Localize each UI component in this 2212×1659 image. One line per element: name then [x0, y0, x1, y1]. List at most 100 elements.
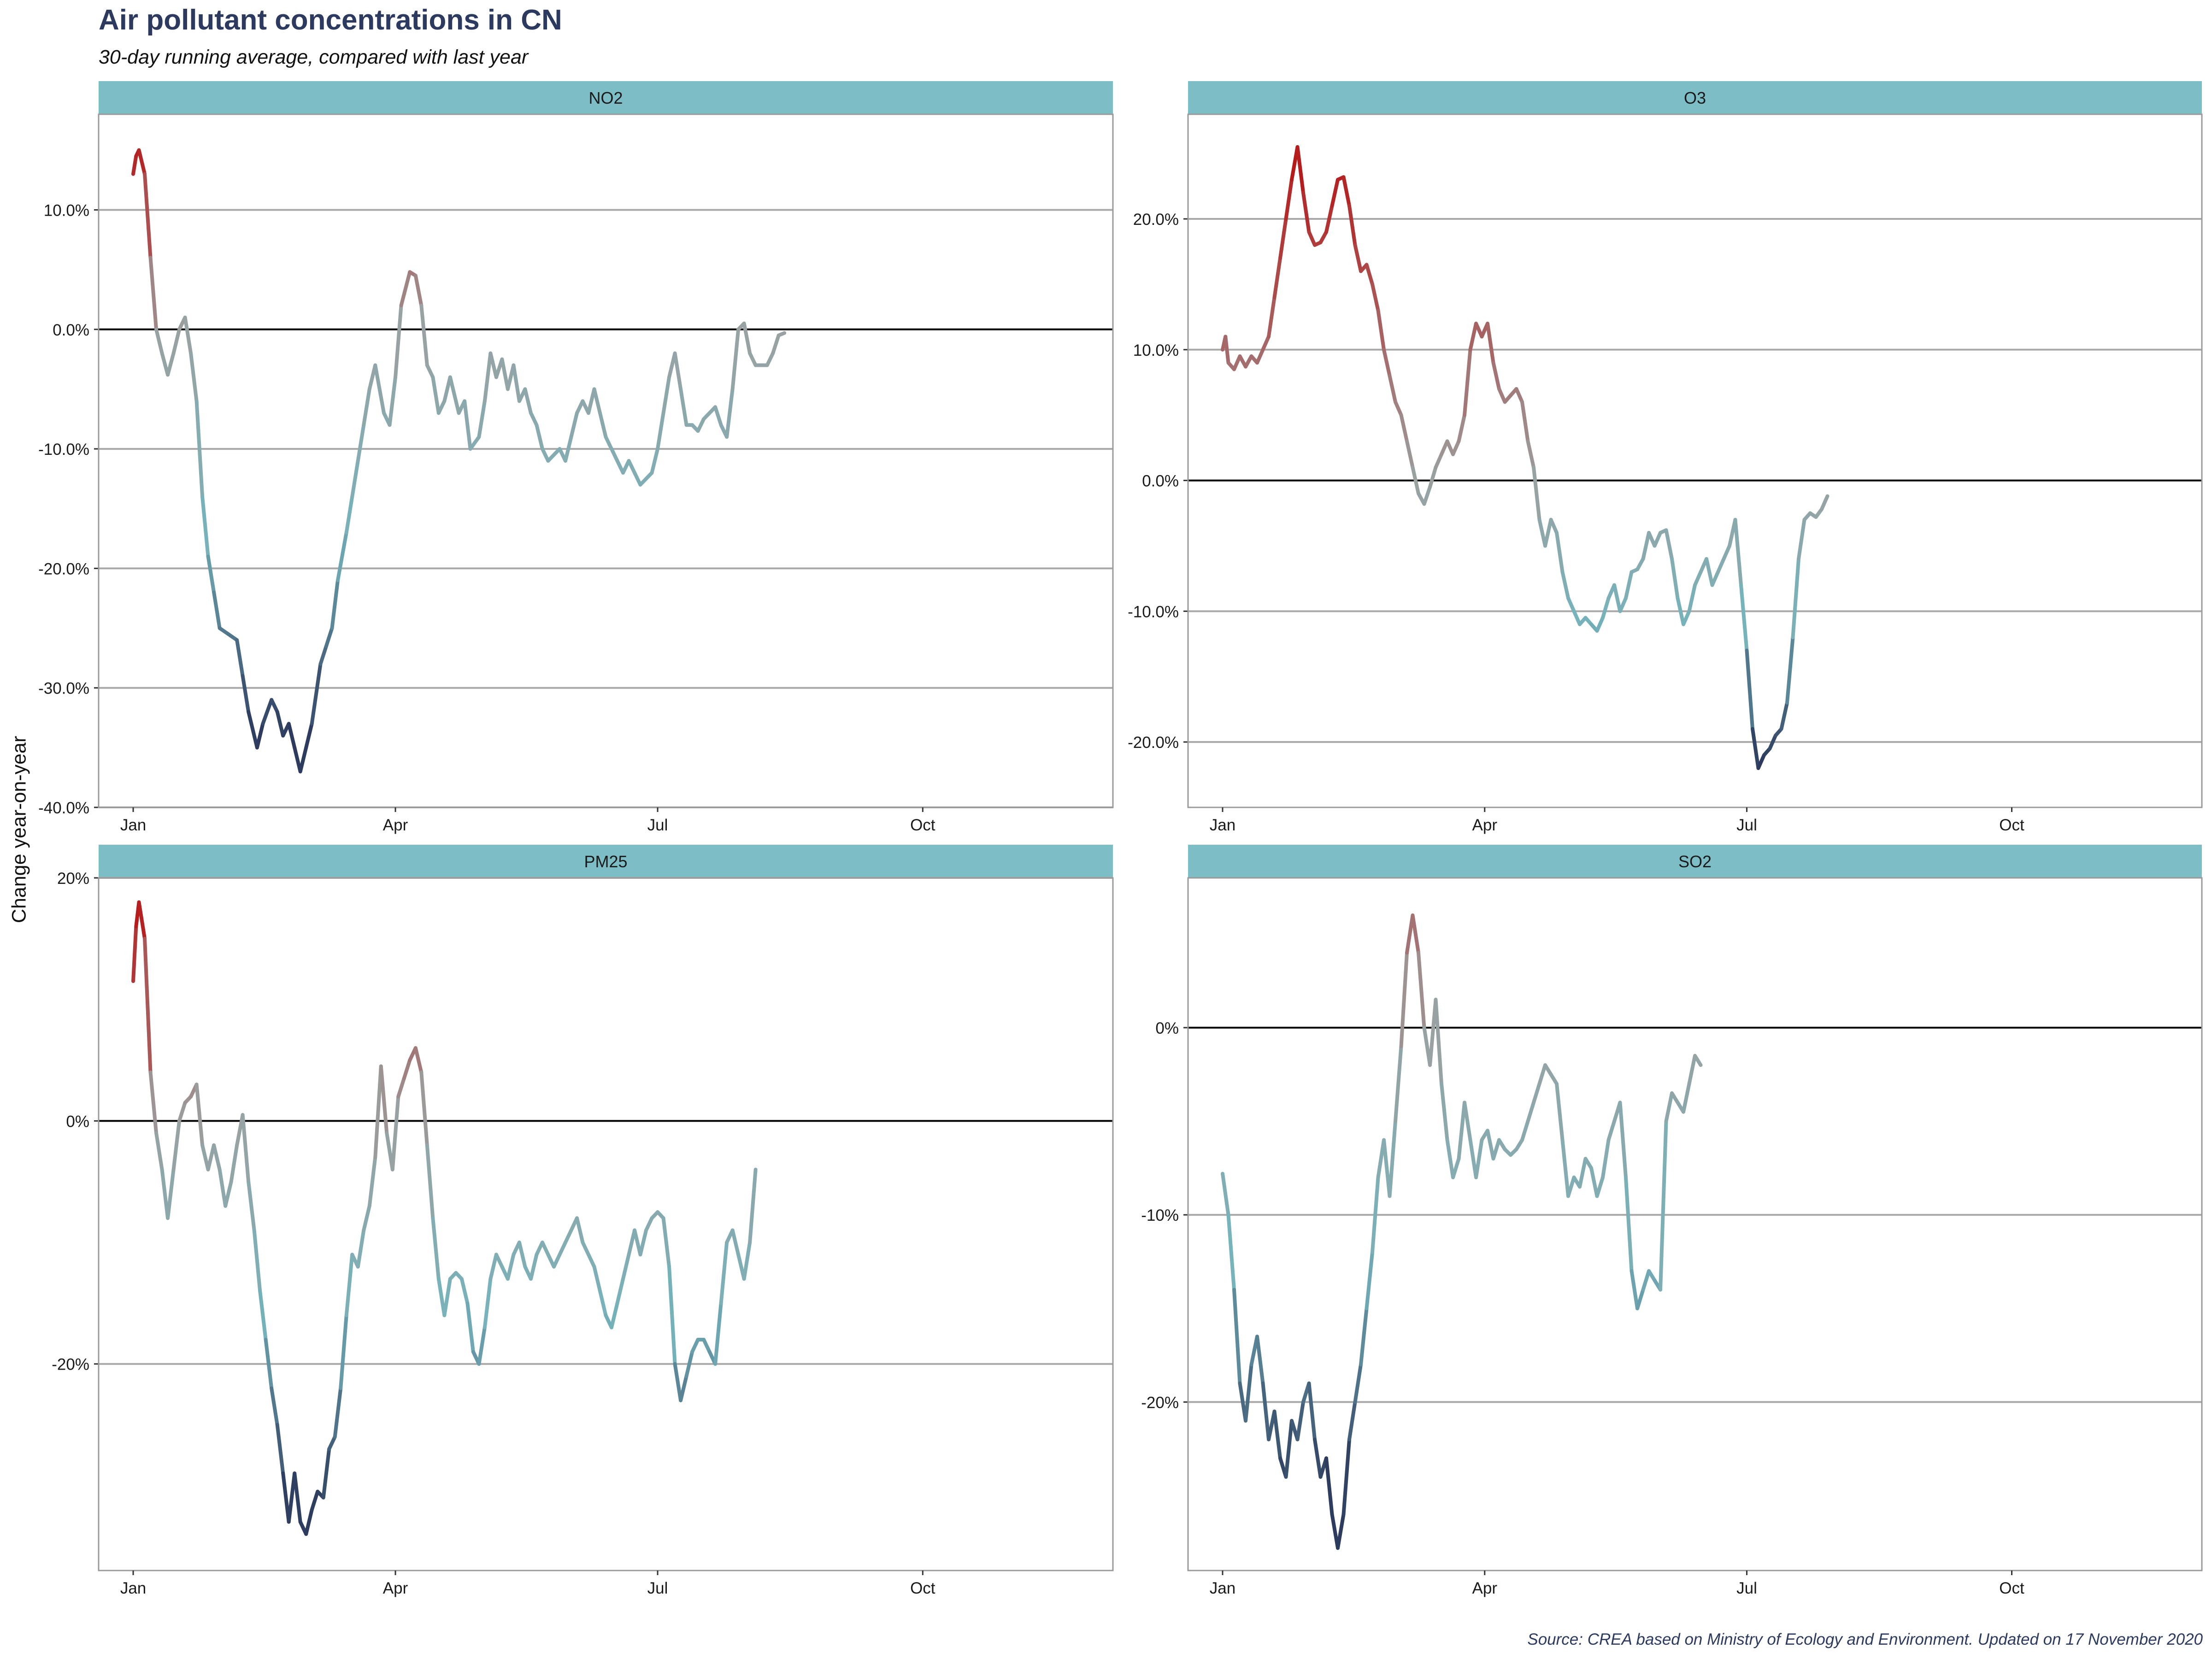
- line-segment: [529, 411, 539, 427]
- line-segment: [1394, 400, 1403, 417]
- line-segment: [540, 1241, 550, 1257]
- x-tick-label: Apr: [383, 816, 408, 834]
- line-segment: [1359, 1306, 1369, 1367]
- y-tick-label: -20.0%: [38, 560, 89, 578]
- line-segment: [344, 494, 354, 535]
- facet-label: SO2: [1678, 852, 1712, 871]
- line-segment: [212, 1143, 222, 1171]
- line-segment: [247, 710, 259, 750]
- line-segment: [713, 405, 723, 427]
- source-caption: Source: CREA based on Ministry of Ecolog…: [1527, 1630, 2203, 1648]
- line-segment: [1566, 1175, 1576, 1198]
- x-tick-label: Jan: [1210, 1579, 1235, 1597]
- line-segment: [1434, 452, 1443, 470]
- line-segment: [488, 351, 498, 379]
- line-segment: [610, 447, 619, 463]
- line-segment: [436, 1277, 447, 1318]
- line-segment: [1405, 913, 1415, 955]
- line-segment: [1295, 1400, 1305, 1441]
- line-segment: [482, 351, 493, 403]
- line-segment: [1457, 1100, 1466, 1161]
- line-segment: [1388, 1119, 1397, 1198]
- line-segment: [1336, 1512, 1346, 1550]
- line-segment: [212, 590, 222, 630]
- line-segment: [535, 423, 544, 451]
- line-segment: [1341, 1437, 1351, 1517]
- line-segment: [1606, 1119, 1616, 1142]
- line-segment: [1382, 347, 1392, 378]
- line-segment: [1687, 1053, 1697, 1086]
- line-segment: [1624, 1175, 1634, 1273]
- line-segment: [1589, 1166, 1599, 1198]
- line-segment: [356, 423, 366, 463]
- line-segment: [477, 1325, 487, 1366]
- line-segment: [1244, 1363, 1253, 1423]
- line-segment: [1353, 1363, 1363, 1404]
- line-segment: [1601, 1138, 1611, 1179]
- line-segment: [1267, 295, 1277, 339]
- line-segment: [362, 1204, 371, 1232]
- line-segment: [465, 1301, 475, 1354]
- line-segment: [442, 375, 452, 403]
- line-segment: [261, 698, 274, 726]
- line-segment: [1618, 596, 1628, 613]
- line-segment: [563, 1228, 573, 1245]
- line-segment: [304, 1508, 314, 1536]
- x-tick-label: Jul: [1736, 816, 1757, 834]
- line-segment: [1705, 557, 1714, 587]
- facet-strip: [1188, 81, 2202, 114]
- line-segment: [339, 1313, 348, 1390]
- facet-strip: [1188, 845, 2202, 878]
- line-segment: [270, 698, 279, 714]
- y-tick-label: -10%: [1141, 1206, 1179, 1224]
- line-segment: [171, 327, 182, 355]
- line-segment: [388, 375, 398, 427]
- line-segment: [448, 375, 461, 415]
- line-segment: [137, 900, 147, 941]
- line-segment: [1641, 531, 1651, 561]
- line-segment: [1474, 1138, 1484, 1179]
- line-segment: [644, 1216, 654, 1232]
- line-segment: [1307, 230, 1317, 247]
- line-segment: [1405, 439, 1415, 470]
- line-segment: [200, 1143, 210, 1171]
- line-segment: [229, 1143, 239, 1184]
- line-segment: [552, 1253, 562, 1269]
- line-segment: [1440, 1082, 1449, 1142]
- line-segment: [333, 1386, 343, 1439]
- y-tick-label: 0.0%: [53, 321, 89, 339]
- x-tick-label: Oct: [1999, 816, 2024, 834]
- y-tick-label: -10.0%: [1128, 603, 1179, 621]
- line-segment: [468, 435, 481, 451]
- line-segment: [777, 331, 787, 337]
- line-segment: [1549, 518, 1559, 535]
- line-segment: [1693, 570, 1703, 587]
- x-tick-label: Apr: [383, 1579, 408, 1597]
- line-segment: [1376, 308, 1386, 352]
- line-segment: [1284, 1419, 1294, 1479]
- line-segment: [154, 1131, 164, 1171]
- line-segment: [442, 1277, 452, 1318]
- line-segment: [1659, 1119, 1668, 1292]
- line-segment: [1428, 465, 1438, 489]
- line-segment: [1232, 354, 1242, 371]
- line-segment: [1635, 1288, 1645, 1311]
- line-segment: [270, 1386, 279, 1427]
- line-segment: [1756, 753, 1766, 770]
- line-segment: [1244, 354, 1253, 369]
- line-segment: [1388, 374, 1397, 404]
- line-segment: [131, 924, 138, 983]
- line-segment: [1514, 387, 1524, 404]
- line-segment: [463, 399, 472, 451]
- line-segment: [327, 1435, 337, 1451]
- line-segment: [335, 530, 348, 582]
- panel-border: [1187, 113, 2203, 808]
- line-segment: [1224, 335, 1230, 365]
- line-segment: [1682, 1082, 1691, 1114]
- line-segment: [390, 1094, 400, 1171]
- line-segment: [324, 626, 334, 648]
- line-segment: [1261, 335, 1271, 352]
- line-segment: [1371, 1175, 1380, 1254]
- line-segment: [1284, 177, 1294, 221]
- line-segment: [1560, 570, 1570, 600]
